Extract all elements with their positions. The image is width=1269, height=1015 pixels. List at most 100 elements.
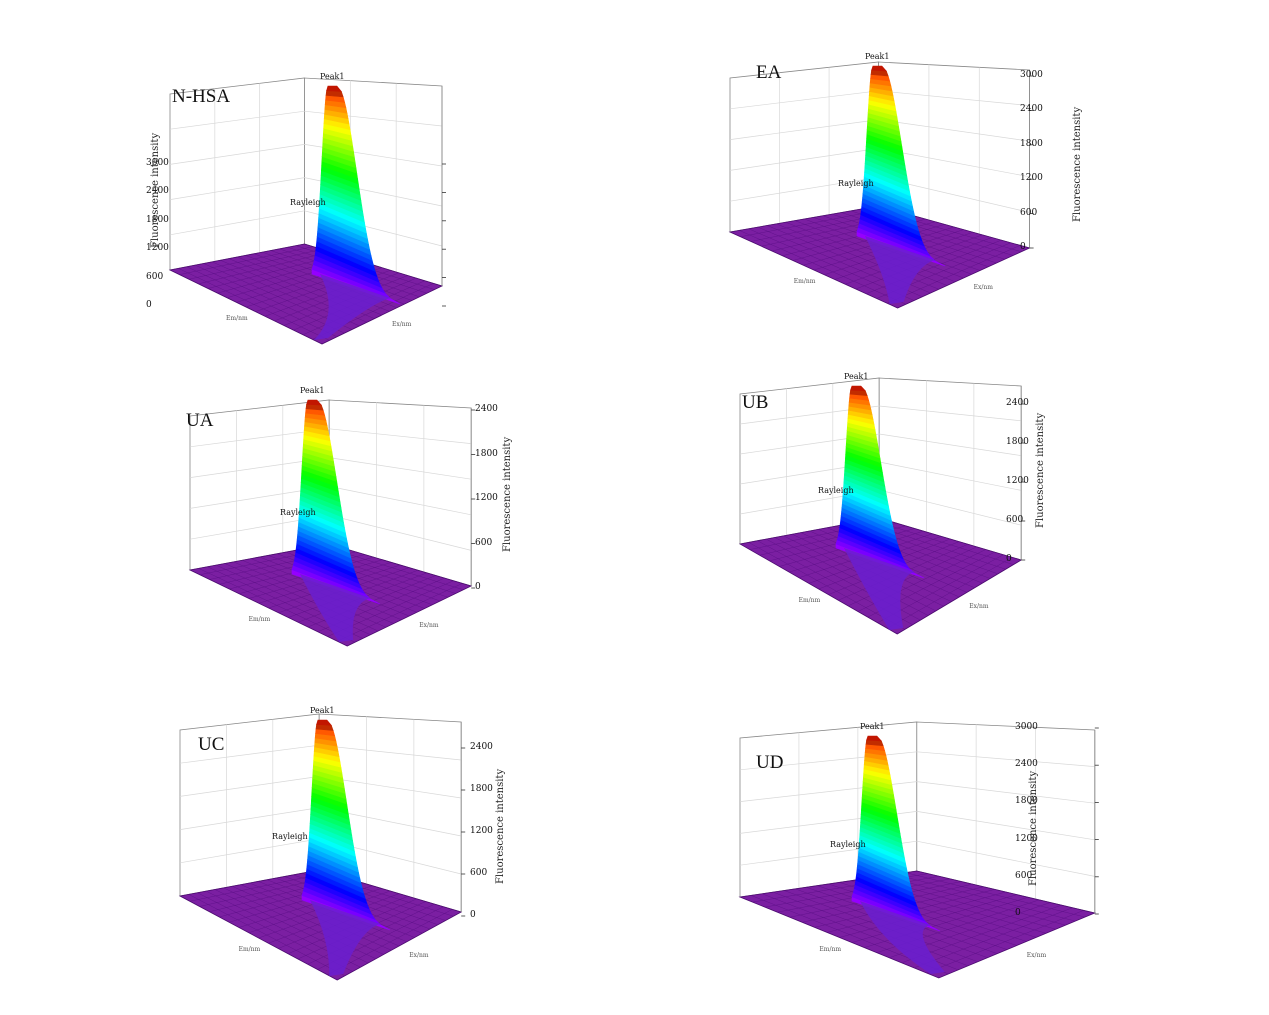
z-tick-label: 1200 <box>470 826 493 836</box>
peak-tail <box>860 901 945 974</box>
peak-band <box>850 385 867 392</box>
wall-gridline <box>169 144 305 165</box>
z-tick-label: 1800 <box>475 448 498 459</box>
z-tick-label: 3000 <box>1020 70 1043 80</box>
surface-plot-2 <box>728 61 1034 309</box>
z-tick-label: 0 <box>1015 908 1021 918</box>
peak-annotation: Peak1 <box>865 52 890 61</box>
z-tick-label: 600 <box>1020 207 1038 218</box>
x-axis-label: Em/nm <box>819 945 842 953</box>
y-axis-label: Ex/nm <box>419 622 439 629</box>
z-tick-label: 3000 <box>1015 722 1038 732</box>
wall-gridline <box>329 428 472 444</box>
rayleigh-annotation: Rayleigh <box>290 198 326 207</box>
x-axis-label: Em/nm <box>248 616 271 623</box>
peak-band <box>306 399 323 406</box>
surface-plot-6 <box>738 721 1099 979</box>
wall-gridline <box>169 110 305 130</box>
floor-gridline <box>851 894 1017 943</box>
wall-gridline <box>179 776 320 797</box>
z-tick-label: 0 <box>475 582 481 592</box>
z-tick-label: 2400 <box>470 742 493 752</box>
z-tick-label: 600 <box>1006 515 1024 525</box>
wall-gridline <box>879 461 1022 491</box>
x-axis-label: Em/nm <box>238 946 261 953</box>
floor-gridline <box>883 875 1066 926</box>
peak-band <box>866 735 883 742</box>
wall-gridline <box>879 405 1022 422</box>
wall-gridline <box>916 840 1095 877</box>
z-axis-title: Fluorescence intensity <box>495 768 506 884</box>
surface-plot-1 <box>168 77 446 345</box>
y-axis-label: Ex/nm <box>969 603 989 610</box>
z-tick-label: 2400 <box>1015 759 1038 770</box>
rayleigh-annotation: Rayleigh <box>830 840 866 849</box>
floor-gridline <box>905 872 1086 918</box>
z-tick-label: 1800 <box>1020 138 1043 149</box>
peak-annotation: Peak1 <box>310 706 335 715</box>
floor-gridline <box>894 874 1076 922</box>
surface-plot-4 <box>738 377 1026 635</box>
x-axis-label: Em/nm <box>226 315 248 322</box>
z-axis-title: Fluorescence intensity <box>1072 106 1083 222</box>
wall-gridline <box>179 838 320 864</box>
floor-gridline <box>870 519 1014 565</box>
surface-panel-4: Em/nm Ex/nm 2400 1800 1200 600 0 Fluorescence i… <box>710 358 1070 648</box>
peak-annotation: Peak1 <box>860 722 885 731</box>
z-tick-label: 1800 <box>1006 437 1029 447</box>
peak-tail <box>314 274 390 340</box>
wall-gridline <box>916 781 1095 804</box>
floor-gridline <box>913 907 1073 969</box>
rayleigh-annotation: Rayleigh <box>838 179 874 188</box>
wall-gridline <box>879 489 1022 526</box>
z-tick-label: 600 <box>470 868 488 878</box>
panel-label: N-HSA <box>172 86 231 107</box>
panel-label: UA <box>186 410 214 431</box>
wall-gridline <box>319 744 462 761</box>
y-axis-label: Ex/nm <box>409 952 429 959</box>
floor-gridline <box>327 909 453 975</box>
peak-tail <box>300 574 370 642</box>
y-axis-label: Ex/nm <box>1026 951 1047 959</box>
floor-gridline <box>839 891 1006 938</box>
wall-gridline <box>729 119 879 140</box>
floor-gridline <box>337 583 463 642</box>
back-wall-left <box>729 61 879 233</box>
z-tick-label: 0 <box>146 300 152 310</box>
z-axis-title: Fluorescence intensity <box>502 436 513 552</box>
wall-gridline <box>179 744 320 764</box>
z-axis-title: Fluorescence intensity <box>1035 412 1046 528</box>
z-tick-label: 0 <box>1020 242 1026 252</box>
wall-gridline <box>916 811 1095 841</box>
z-axis-title: Fluorescence intensity <box>1028 770 1039 886</box>
wall-gridline <box>729 90 879 110</box>
wall-gridline <box>329 486 472 516</box>
z-tick-label: 1800 <box>146 214 169 225</box>
peak-tail <box>865 236 935 304</box>
z-tick-label: 0 <box>1006 554 1012 564</box>
wall-gridline <box>329 457 472 480</box>
rayleigh-annotation: Rayleigh <box>818 486 854 495</box>
wall-gridline <box>878 119 1030 142</box>
z-tick-label: 3000 <box>146 158 169 168</box>
z-tick-label: 600 <box>146 271 164 282</box>
z-tick-label: 1200 <box>475 493 498 503</box>
surface-panel-5: Em/nm Ex/nm 2400 1800 1200 600 0 Fluorescence i… <box>150 694 510 994</box>
floor-gridline <box>887 557 1013 629</box>
peak-annotation: Peak1 <box>844 372 869 381</box>
peak-band <box>871 65 888 72</box>
surface-plot-5 <box>178 713 466 981</box>
peak-tail <box>310 900 380 976</box>
wall-gridline <box>729 176 879 202</box>
wall-gridline <box>169 210 305 236</box>
z-tick-label: 0 <box>470 910 476 920</box>
z-tick-label: 1200 <box>1020 173 1043 184</box>
surface-panel-2: Em/nm Ex/nm 3000 2400 1800 1200 600 0 Fluorescen… <box>700 42 1083 322</box>
wall-gridline <box>879 433 1022 456</box>
peak-tail <box>844 548 914 630</box>
wall-gridline <box>878 90 1030 106</box>
z-tick-label: 2400 <box>1006 398 1029 408</box>
z-tick-label: 1200 <box>1015 833 1038 844</box>
panel-label: UB <box>742 392 769 413</box>
x-axis-label: Em/nm <box>798 597 821 604</box>
